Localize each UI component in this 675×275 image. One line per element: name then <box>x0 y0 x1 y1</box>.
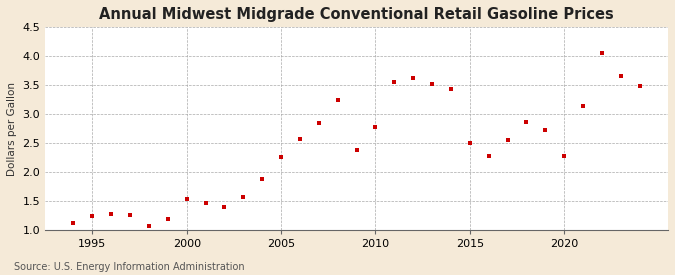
Point <box>502 138 513 142</box>
Y-axis label: Dollars per Gallon: Dollars per Gallon <box>7 81 17 175</box>
Point <box>616 74 626 79</box>
Point <box>200 200 211 205</box>
Point <box>238 195 248 199</box>
Point <box>125 213 136 218</box>
Point <box>332 97 343 102</box>
Point <box>313 120 324 125</box>
Point <box>68 221 79 225</box>
Point <box>294 137 305 141</box>
Point <box>370 125 381 129</box>
Point <box>559 154 570 158</box>
Point <box>483 154 494 158</box>
Point <box>182 197 192 201</box>
Point <box>219 204 230 209</box>
Point <box>106 212 117 216</box>
Point <box>351 148 362 152</box>
Title: Annual Midwest Midgrade Conventional Retail Gasoline Prices: Annual Midwest Midgrade Conventional Ret… <box>99 7 614 22</box>
Point <box>634 84 645 89</box>
Point <box>256 177 267 182</box>
Point <box>446 87 456 91</box>
Text: Source: U.S. Energy Information Administration: Source: U.S. Energy Information Administ… <box>14 262 244 272</box>
Point <box>275 155 286 160</box>
Point <box>144 224 155 228</box>
Point <box>163 217 173 221</box>
Point <box>521 119 532 124</box>
Point <box>427 82 437 86</box>
Point <box>389 80 400 84</box>
Point <box>597 51 608 55</box>
Point <box>540 128 551 133</box>
Point <box>408 75 418 80</box>
Point <box>578 104 589 108</box>
Point <box>464 141 475 145</box>
Point <box>87 214 98 218</box>
